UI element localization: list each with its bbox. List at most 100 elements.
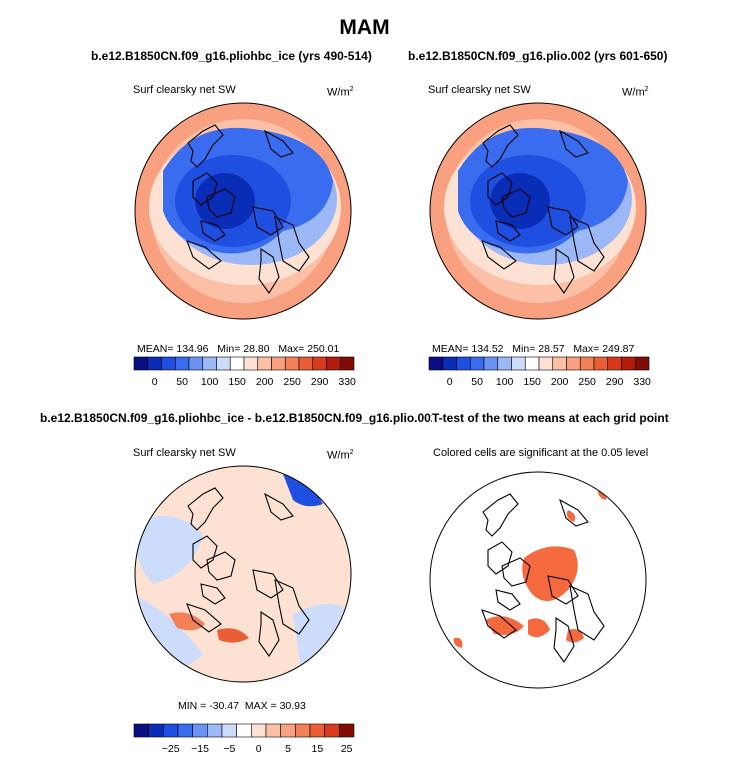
map-boundary	[429, 102, 647, 320]
colorbar-cell	[188, 356, 204, 371]
significant-region	[566, 510, 576, 522]
colorbar-tick-label: −5	[223, 743, 235, 755]
coastline	[569, 585, 605, 641]
coastline	[487, 172, 513, 206]
panel-1-variable: Surf clearsky net SW	[133, 84, 236, 96]
darkest-zone	[195, 173, 255, 229]
panel-3-title: b.e12.B1850CN.f09_g16.pliohbc_ice - b.e1…	[40, 411, 432, 425]
coastline	[186, 603, 222, 633]
significant-region	[486, 616, 524, 635]
panel-4-map	[429, 471, 647, 689]
colorbar-cell	[177, 723, 193, 738]
colorbar-cell	[339, 356, 355, 371]
colorbar-tick-label: 0	[152, 376, 158, 388]
coastline	[200, 220, 226, 242]
coastline	[481, 240, 517, 270]
colorbar-tick-label: 250	[283, 376, 301, 388]
colorbar-tick-label: 5	[285, 743, 291, 755]
coastline	[481, 609, 517, 639]
colorbar-cell	[524, 356, 540, 371]
colorbar-cell	[280, 723, 296, 738]
coastline	[264, 492, 294, 521]
min-value: 28.57	[538, 343, 565, 355]
colorbar-cell	[229, 356, 245, 371]
coastline	[559, 129, 589, 158]
colorbar-tick-label: 330	[633, 376, 651, 388]
panel-2-map	[429, 102, 647, 320]
coastline	[501, 188, 531, 218]
map-field	[430, 103, 646, 319]
colorbar-cell	[174, 356, 190, 371]
coastline	[569, 216, 605, 272]
coastline	[553, 247, 575, 294]
colorbar-cell	[147, 356, 162, 371]
max-value: 30.93	[279, 700, 306, 712]
colorbar-cell	[163, 723, 179, 738]
colorbar-cell	[497, 356, 512, 371]
panel-2-units: W/m2	[622, 86, 649, 99]
max-value: 250.01	[307, 343, 340, 355]
warming-spot-1	[169, 612, 205, 631]
colorbar-tick-label: 25	[341, 743, 353, 755]
strong-cooling-spot	[283, 474, 323, 507]
colorbar-cell	[469, 356, 485, 371]
mean-value: 134.52	[471, 343, 504, 355]
significant-region	[528, 618, 550, 638]
colorbar-tick-label: −15	[191, 743, 209, 755]
coastline	[482, 493, 519, 537]
panel-3-variable: Surf clearsky net SW	[133, 447, 236, 459]
colorbar-cell	[621, 356, 636, 371]
darkest-zone	[490, 173, 550, 229]
colorbar-cell	[511, 356, 526, 371]
colorbar-cell	[538, 356, 554, 371]
colorbar-cell	[161, 356, 176, 371]
colorbar-cell	[133, 723, 149, 738]
colorbar-tick-label: 50	[471, 376, 483, 388]
min-value: -30.47	[209, 700, 239, 712]
colorbar-cell	[428, 356, 444, 371]
coastline	[495, 220, 521, 242]
colorbar-cell	[265, 723, 281, 738]
coastline	[501, 557, 531, 587]
coastline	[264, 129, 294, 158]
colorbar-cell	[593, 356, 609, 371]
coastline	[482, 124, 519, 168]
max-label: Max=	[573, 343, 600, 355]
colorbar-cell	[579, 356, 595, 371]
colorbar-cell	[192, 723, 208, 738]
colorbar-tick-label: 250	[578, 376, 596, 388]
colorbar-cell	[483, 356, 499, 371]
map-boundary	[134, 102, 352, 320]
coastline	[187, 124, 224, 168]
coastline	[187, 487, 224, 531]
colorbar-cell	[566, 356, 581, 371]
colorbar-tick-label: 200	[256, 376, 274, 388]
colorbar-tick-label: 200	[551, 376, 569, 388]
colorbar-cell	[456, 356, 471, 371]
panel-2-variable: Surf clearsky net SW	[428, 84, 531, 96]
colorbar-cell	[326, 356, 341, 371]
colorbar-cell	[236, 723, 252, 738]
colorbar-tick-label: 330	[338, 376, 356, 388]
colorbar-cell	[339, 723, 355, 738]
coastline	[186, 240, 222, 270]
colorbar-cell	[271, 356, 286, 371]
colorbar-cell	[251, 723, 267, 738]
map-field	[135, 466, 351, 682]
colorbar-cell	[312, 356, 327, 371]
coastline	[559, 498, 589, 527]
panel-4-subtitle: Colored cells are significant at the 0.0…	[433, 447, 649, 459]
map-field	[135, 103, 351, 319]
colorbar-cell	[295, 723, 311, 738]
coastline	[258, 610, 280, 657]
colorbar-cell	[133, 356, 149, 371]
colorbar-tick-label: −25	[162, 743, 180, 755]
colorbar-cell	[552, 356, 567, 371]
significant-region	[522, 546, 578, 602]
colorbar-tick-label: 150	[523, 376, 541, 388]
mean-value: 134.96	[176, 343, 209, 355]
panel-1-colorbar: 0 50 100 150 200 250 290 330	[133, 356, 356, 388]
panel-1-stats: MEAN= 134.96 Min= 28.80 Max= 250.01	[137, 343, 339, 355]
panel-3-units: W/m2	[327, 449, 354, 462]
colorbar-tick-label: 100	[496, 376, 514, 388]
